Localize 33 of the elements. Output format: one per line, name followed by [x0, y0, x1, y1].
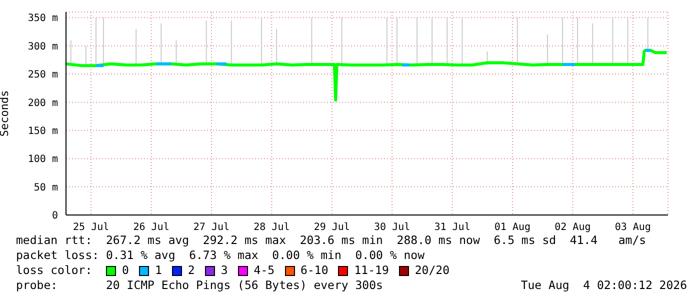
line-series — [66, 48, 668, 102]
y-tick-label: 300 m — [28, 41, 58, 52]
legend-label: 4-5 — [252, 263, 275, 278]
legend-label: 6-10 — [300, 263, 328, 278]
text: probe: 20 ICMP Echo Pings (56 Bytes) every 300s — [16, 278, 383, 293]
legend-label: 11-19 — [353, 263, 389, 278]
legend-label: 1 — [154, 263, 162, 278]
x-tick-label: 27 Jul — [193, 222, 230, 234]
y-tick-label: 0 — [52, 210, 58, 222]
x-tick-label: 01 Aug — [494, 222, 531, 234]
x-tick-label: 30 Jul — [374, 222, 410, 234]
x-tick-label: 02 Aug — [554, 222, 591, 234]
text: packet loss: 0.31 % avg 6.73 % max 0.00 % min 0.00 % now — [16, 248, 426, 263]
x-tick-label: 25 Jul — [73, 222, 110, 234]
y-tick-label: 100 m — [28, 154, 58, 166]
legend-label: 0 — [121, 263, 129, 278]
x-tick-label: 03 Aug — [614, 222, 651, 234]
x-tick-label: 29 Jul — [314, 222, 350, 234]
y-tick-label: 50 m — [34, 182, 58, 194]
text: median rtt: 267.2 ms avg 292.2 ms max 203.6 ms min 288.0 ms now 6.5 ms sd 41.4 am/s — [16, 233, 648, 248]
x-tick-label: 31 Jul — [434, 222, 470, 234]
legend-label: 20/20 — [414, 263, 450, 278]
y-axis-title: Seconds — [0, 90, 11, 137]
y-tick-label: 200 m — [28, 98, 58, 109]
legend-label: 2 — [186, 263, 195, 278]
x-tick-label: 28 Jul — [254, 222, 290, 234]
legend-title: loss color: — [16, 263, 94, 278]
y-tick-label: 350 m — [28, 13, 58, 24]
legend-label: 3 — [220, 263, 228, 278]
y-tick-label: 150 m — [28, 126, 58, 137]
text: Tue Aug 4 02:00:12 2026 — [520, 278, 687, 293]
x-tick-label: 26 Jul — [133, 222, 170, 234]
y-tick-label: 250 m — [28, 70, 58, 81]
